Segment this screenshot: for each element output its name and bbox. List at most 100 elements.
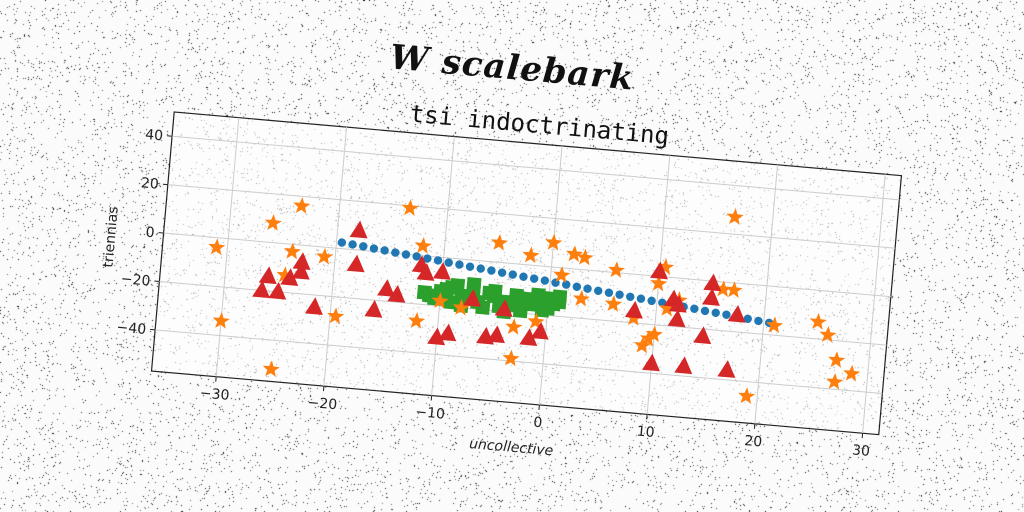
point-star [658,299,677,317]
point-triangle [487,325,505,344]
x-tick-label: 30 [851,442,870,459]
point-circle [529,274,539,283]
point-star [828,351,846,368]
point-star [505,318,523,335]
point-star [633,336,652,354]
point-star [502,349,520,367]
point-square [444,279,460,296]
point-triangle [268,281,287,300]
point-star [316,247,334,265]
point-triangle [252,280,271,299]
point-circle [636,294,646,303]
point-square [540,300,556,316]
point-triangle [364,300,383,318]
point-circle [359,242,368,251]
point-triangle [292,252,311,270]
grid-line-x [862,174,886,434]
point-triangle [667,309,686,328]
point-triangle [530,321,549,340]
point-star [414,237,432,254]
point-star [527,312,545,330]
point-triangle [717,360,736,378]
point-triangle [668,294,687,313]
point-star [726,208,744,225]
point-triangle [693,326,712,345]
point-circle [700,306,710,316]
point-star [401,199,419,216]
point-star [605,295,623,312]
point-circle [743,314,752,323]
point-star [262,360,280,377]
point-triangle [427,327,446,346]
point-star [725,281,743,299]
point-star [826,373,844,390]
point-circle [487,266,496,275]
point-circle [561,280,571,289]
point-circle [615,290,624,299]
y-axis-label: triennias [100,206,121,268]
grid-line-y [172,135,900,201]
y-tick-label: −20 [120,271,151,290]
point-triangle [387,284,406,303]
point-circle [722,310,731,319]
grid-line-x [323,127,348,387]
point-circle [690,304,699,313]
point-circle [369,244,379,253]
point-triangle [349,220,368,239]
point-circle [594,286,603,296]
point-star [650,274,668,292]
point-triangle [377,279,396,297]
y-tick-label: 40 [145,127,164,144]
point-circle [337,238,347,247]
point-square [512,303,529,319]
plot-area [150,111,903,436]
point-star [293,197,311,214]
y-tick-label: 20 [140,175,159,192]
point-star [283,242,301,260]
point-triangle [411,255,430,274]
x-tick-label: −10 [415,404,446,423]
grid-line-x [215,117,240,377]
point-star [714,280,732,298]
point-star [431,292,449,309]
point-circle [754,316,763,326]
x-tick-label: 20 [744,433,763,450]
point-star [639,329,658,347]
point-square [552,289,568,305]
point-triangle [519,328,538,346]
point-circle [455,260,464,269]
point-triangle [291,261,310,280]
point-star [276,266,294,284]
point-star [608,261,626,278]
point-star [645,325,663,343]
point-star [843,364,861,382]
point-circle [391,248,400,257]
grid-line-y [155,329,883,394]
point-circle [401,250,411,259]
point-star [766,316,784,334]
point-triangle [438,323,457,342]
point-circle [647,296,656,306]
x-tick-label: −20 [307,395,338,414]
point-star [522,246,540,264]
point-circle [348,240,357,249]
point-triangle [432,262,451,280]
x-axis-label: uncollective [468,436,553,459]
point-square [466,276,482,293]
point-circle [380,246,389,255]
point-triangle [650,261,668,280]
point-star [490,233,509,251]
point-star [212,312,230,329]
point-circle [497,268,507,277]
point-circle [626,292,635,301]
point-circle [476,264,485,273]
grid-line-y [163,232,891,298]
point-star [738,387,756,404]
point-circle [604,288,614,297]
point-circle [444,258,453,267]
point-triangle [727,304,746,323]
point-star [572,289,590,307]
point-triangle [280,268,299,286]
point-star [545,233,563,251]
point-star [264,214,282,231]
